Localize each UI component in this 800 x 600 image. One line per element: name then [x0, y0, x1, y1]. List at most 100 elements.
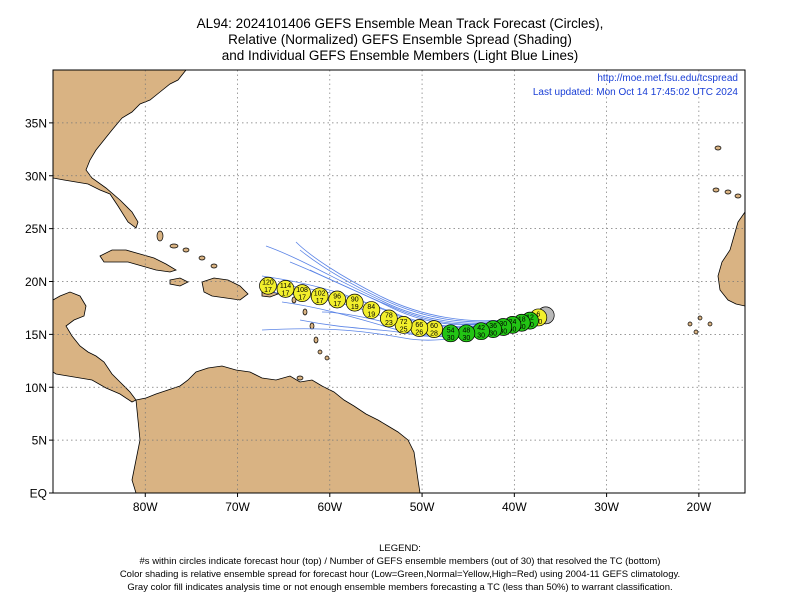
forecast-hour-label: 66 — [415, 322, 423, 329]
forecast-hour-label: 78 — [385, 313, 393, 320]
hispaniola-land — [201, 277, 249, 301]
member-count-label: 26 — [415, 330, 423, 337]
forecast-hour-label: 54 — [447, 327, 455, 334]
member-count-label: 17 — [298, 295, 306, 302]
lon-tick-label: 40W — [502, 500, 527, 514]
member-count-label: 30 — [462, 335, 470, 342]
lon-tick-label: 30W — [594, 500, 619, 514]
lat-tick-label: 25N — [25, 222, 47, 236]
legend-line-1: #s within circles indicate forecast hour… — [139, 556, 661, 567]
member-count-label: 30 — [518, 324, 526, 331]
lat-tick-label: 20N — [25, 275, 47, 289]
forecast-hour-label: 60 — [430, 323, 438, 330]
central-america-land — [53, 291, 137, 403]
forecast-hour-label: 72 — [400, 319, 408, 326]
forecast-hour-label: 48 — [462, 327, 470, 334]
forecast-hour-label: 90 — [351, 297, 359, 304]
forecast-hour-label: 24 — [509, 319, 517, 326]
small-islands — [156, 145, 742, 381]
member-count-label: 30 — [489, 331, 497, 338]
jamaica-land — [169, 277, 189, 287]
map-title: AL94: 2024101406 GEFS Ensemble Mean Trac… — [0, 16, 800, 64]
last-updated-text: Last updated: Mon Oct 14 17:45:02 UTC 20… — [532, 87, 738, 98]
forecast-hour-label: 18 — [518, 317, 526, 324]
forecast-hour-label: 30 — [499, 321, 507, 328]
lon-tick-label: 20W — [687, 500, 712, 514]
member-count-label: 30 — [447, 335, 455, 342]
lat-tick-label: 15N — [25, 328, 47, 342]
lon-tick-label: 50W — [410, 500, 435, 514]
track-circle-fill — [293, 284, 311, 302]
forecast-hour-label: 120 — [262, 280, 274, 287]
lat-lon-grid — [53, 70, 745, 493]
africa-land — [717, 211, 745, 307]
member-count-label: 19 — [351, 304, 359, 311]
forecast-hour-label: 102 — [314, 290, 326, 297]
lon-tick-label: 70W — [225, 500, 250, 514]
legend-heading: LEGEND: — [379, 543, 421, 554]
south-america-land — [131, 365, 421, 493]
legend-line-3: Gray color fill indicates analysis time … — [127, 582, 673, 593]
track-circle-fill — [380, 309, 398, 328]
track-circle-fill — [259, 276, 277, 295]
member-count-label: 30 — [477, 333, 485, 340]
forecast-hour-label: 12 — [526, 315, 534, 322]
member-count-label: 23 — [385, 320, 393, 327]
forecast-hour-label: 6 — [536, 311, 540, 318]
track-circle-fill — [394, 316, 413, 334]
lon-tick-label: 60W — [317, 500, 342, 514]
forecast-hour-label: 96 — [333, 293, 341, 300]
lat-tick-label: 5N — [32, 434, 47, 448]
cuba-land — [99, 249, 177, 273]
lat-tick-label: 35N — [25, 116, 47, 130]
member-count-label: 17 — [282, 290, 290, 297]
title-line-1: AL94: 2024101406 GEFS Ensemble Mean Trac… — [196, 16, 604, 31]
track-circle-fill — [441, 324, 460, 343]
track-circle-fill — [345, 293, 364, 312]
legend-line-2: Color shading is relative ensemble sprea… — [119, 569, 681, 580]
title-line-2: Relative (Normalized) GEFS Ensemble Spre… — [228, 32, 572, 47]
mean-track: 6301230183024303030363042304830543060286… — [259, 276, 555, 343]
forecast-hour-label: 84 — [367, 304, 375, 311]
forecast-hour-label: 114 — [280, 283, 291, 290]
lon-tick-label: 80W — [133, 500, 158, 514]
member-count-label: 19 — [367, 312, 375, 319]
track-circle-fill — [276, 280, 295, 298]
member-track — [295, 241, 521, 322]
member-count-label: 25 — [400, 326, 408, 333]
lat-tick-label: 10N — [25, 381, 47, 395]
lat-tick-label: 30N — [25, 169, 47, 183]
member-count-label: 30 — [509, 326, 517, 333]
member-count-label: 17 — [333, 301, 341, 308]
source-url-link[interactable]: http://moe.met.fsu.edu/tcspread — [597, 73, 738, 84]
lat-tick-label: EQ — [30, 487, 47, 501]
member-count-label: 28 — [430, 331, 438, 338]
member-track — [265, 245, 521, 324]
land-layer — [53, 70, 745, 493]
member-track — [299, 249, 521, 323]
forecast-hour-label: 108 — [296, 287, 308, 294]
member-count-label: 17 — [316, 298, 324, 305]
member-count-label: 17 — [264, 287, 272, 294]
title-line-3: and Individual GEFS Ensemble Members (Li… — [221, 48, 579, 63]
track-circle-fill — [362, 301, 381, 319]
legend: LEGEND: #s within circles indicate forec… — [0, 542, 800, 594]
forecast-hour-label: 42 — [477, 325, 485, 332]
track-circle-fill — [328, 290, 347, 309]
track-circle-fill — [310, 287, 329, 306]
north-america-land — [53, 70, 187, 229]
forecast-hour-label: 36 — [489, 323, 497, 330]
